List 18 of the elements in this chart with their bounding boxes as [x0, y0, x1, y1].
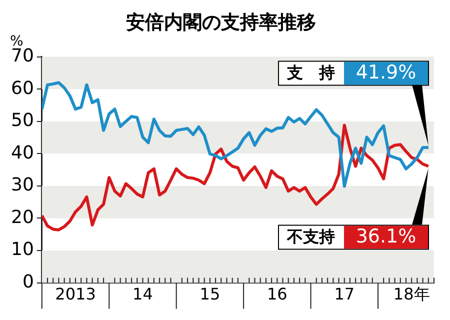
x-tick-label: 18年 [393, 284, 430, 304]
y-tick-label: 20 [11, 206, 34, 228]
x-tick-label: 16 [266, 284, 288, 304]
data-label: 41.9% [356, 62, 416, 84]
x-tick-label: 2013 [55, 284, 96, 304]
y-tick-label: 50 [11, 110, 34, 132]
x-tick-label: 15 [200, 284, 220, 304]
x-tick-label: 14 [132, 284, 153, 304]
y-tick-label: 0 [22, 271, 34, 292]
y-tick-label: 10 [11, 239, 34, 260]
x-tick-label: 17 [334, 284, 355, 304]
series-label: 不支持 [286, 226, 335, 246]
text: 支 持 [286, 62, 335, 82]
chart-title: 安倍内閣の支持率推移 [126, 11, 316, 34]
y-tick-label: 40 [11, 142, 34, 164]
y-tick-label: 30 [11, 174, 34, 196]
y-tick-label: 60 [11, 78, 34, 99]
data-label: 36.1% [356, 226, 416, 248]
